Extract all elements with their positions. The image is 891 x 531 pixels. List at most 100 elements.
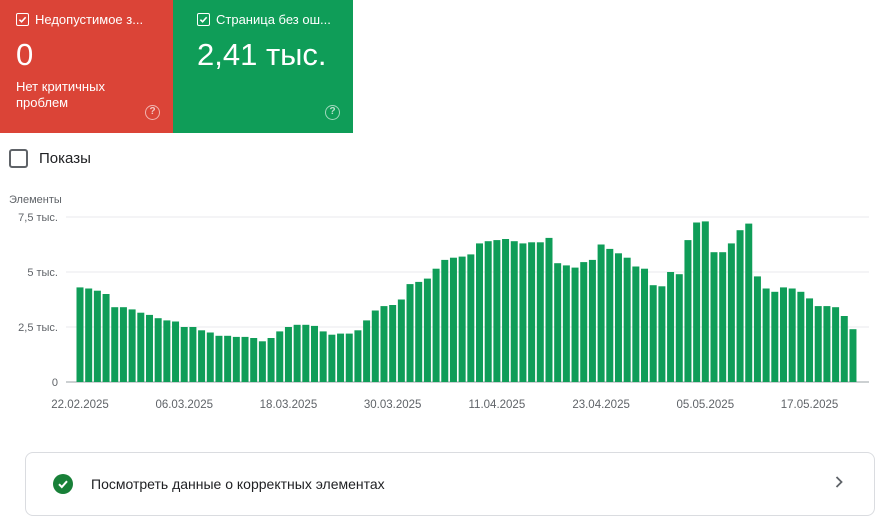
bar[interactable]	[588, 259, 596, 382]
view-valid-items-row[interactable]: Посмотреть данные о корректных элементах	[25, 452, 875, 516]
bar[interactable]	[753, 276, 761, 382]
bar[interactable]	[232, 336, 240, 382]
bar[interactable]	[363, 320, 371, 382]
help-circle-icon[interactable]: ?	[145, 105, 160, 120]
bar[interactable]	[510, 241, 518, 382]
bar[interactable]	[476, 243, 484, 382]
checkbox-checked-icon[interactable]	[197, 13, 210, 26]
bar[interactable]	[154, 318, 162, 382]
bar[interactable]	[684, 240, 692, 382]
checkbox-empty-icon[interactable]	[9, 149, 28, 168]
bar[interactable]	[484, 241, 492, 382]
bar[interactable]	[614, 253, 622, 382]
bar[interactable]	[554, 263, 562, 382]
bar[interactable]	[415, 281, 423, 382]
bar[interactable]	[649, 285, 657, 382]
bar[interactable]	[745, 223, 753, 382]
bar[interactable]	[832, 307, 840, 382]
bar[interactable]	[562, 265, 570, 382]
bar[interactable]	[293, 324, 301, 382]
bar[interactable]	[519, 243, 527, 382]
bar[interactable]	[224, 335, 232, 382]
bar[interactable]	[319, 331, 327, 382]
checkbox-checked-icon[interactable]	[16, 13, 29, 26]
bar[interactable]	[528, 242, 536, 382]
bar[interactable]	[206, 332, 214, 383]
bar[interactable]	[119, 307, 127, 382]
bar[interactable]	[502, 239, 510, 382]
bar[interactable]	[788, 288, 796, 383]
bar[interactable]	[771, 291, 779, 382]
bar[interactable]	[337, 333, 345, 382]
bar[interactable]	[328, 334, 336, 382]
bar[interactable]	[397, 299, 405, 383]
bar[interactable]	[623, 257, 631, 382]
bar[interactable]	[814, 306, 822, 382]
bar[interactable]	[198, 330, 206, 382]
bar[interactable]	[849, 329, 857, 382]
bar[interactable]	[180, 327, 188, 382]
bar[interactable]	[667, 272, 675, 382]
bar[interactable]	[163, 320, 171, 382]
bar[interactable]	[172, 321, 180, 383]
bar[interactable]	[267, 338, 275, 382]
bar[interactable]	[302, 324, 310, 382]
bar[interactable]	[840, 316, 848, 382]
bar[interactable]	[641, 268, 649, 382]
bar[interactable]	[762, 288, 770, 383]
bar[interactable]	[93, 290, 101, 382]
bar[interactable]	[675, 274, 683, 382]
valid-card[interactable]: Страница без ош... 2,41 тыс. ?	[173, 0, 353, 133]
bar[interactable]	[719, 252, 727, 382]
impressions-toggle[interactable]: Показы	[9, 149, 91, 168]
bar[interactable]	[284, 327, 292, 382]
bar[interactable]	[536, 242, 544, 382]
bar[interactable]	[710, 252, 718, 382]
bar[interactable]	[389, 305, 397, 382]
bar[interactable]	[797, 291, 805, 382]
bar[interactable]	[701, 221, 709, 382]
bar[interactable]	[85, 288, 93, 383]
bar[interactable]	[76, 287, 84, 382]
bar[interactable]	[545, 237, 553, 382]
bar[interactable]	[727, 243, 735, 382]
bar[interactable]	[580, 262, 588, 382]
bar[interactable]	[189, 327, 197, 382]
bar[interactable]	[493, 240, 501, 382]
bar[interactable]	[441, 259, 449, 382]
bar[interactable]	[406, 284, 414, 382]
bar[interactable]	[250, 338, 258, 382]
bar[interactable]	[597, 244, 605, 383]
chevron-right-icon[interactable]	[834, 475, 844, 494]
bar[interactable]	[571, 267, 579, 382]
bar[interactable]	[241, 336, 249, 382]
bar[interactable]	[311, 325, 318, 382]
bar[interactable]	[354, 330, 362, 382]
bar[interactable]	[111, 307, 119, 382]
bar[interactable]	[823, 306, 831, 382]
help-circle-icon[interactable]: ?	[325, 105, 340, 120]
bar[interactable]	[423, 278, 431, 382]
bar[interactable]	[371, 310, 379, 383]
bar[interactable]	[606, 248, 614, 382]
bar[interactable]	[693, 222, 701, 383]
bar[interactable]	[736, 230, 744, 382]
bar[interactable]	[380, 306, 388, 382]
bar[interactable]	[137, 312, 145, 382]
bar[interactable]	[128, 309, 136, 382]
bar[interactable]	[658, 286, 666, 382]
bar[interactable]	[102, 294, 110, 382]
bar[interactable]	[458, 256, 466, 382]
bar[interactable]	[345, 333, 353, 382]
bar[interactable]	[276, 331, 284, 382]
bar[interactable]	[258, 341, 266, 382]
bar[interactable]	[449, 257, 457, 382]
bar[interactable]	[215, 335, 223, 382]
bar[interactable]	[779, 287, 787, 382]
bar[interactable]	[806, 298, 814, 382]
bar[interactable]	[467, 254, 475, 382]
bar[interactable]	[145, 314, 153, 382]
bar[interactable]	[632, 266, 640, 383]
bar[interactable]	[432, 268, 440, 382]
error-card[interactable]: Недопустимое з... 0 Нет критичных пробле…	[0, 0, 173, 133]
